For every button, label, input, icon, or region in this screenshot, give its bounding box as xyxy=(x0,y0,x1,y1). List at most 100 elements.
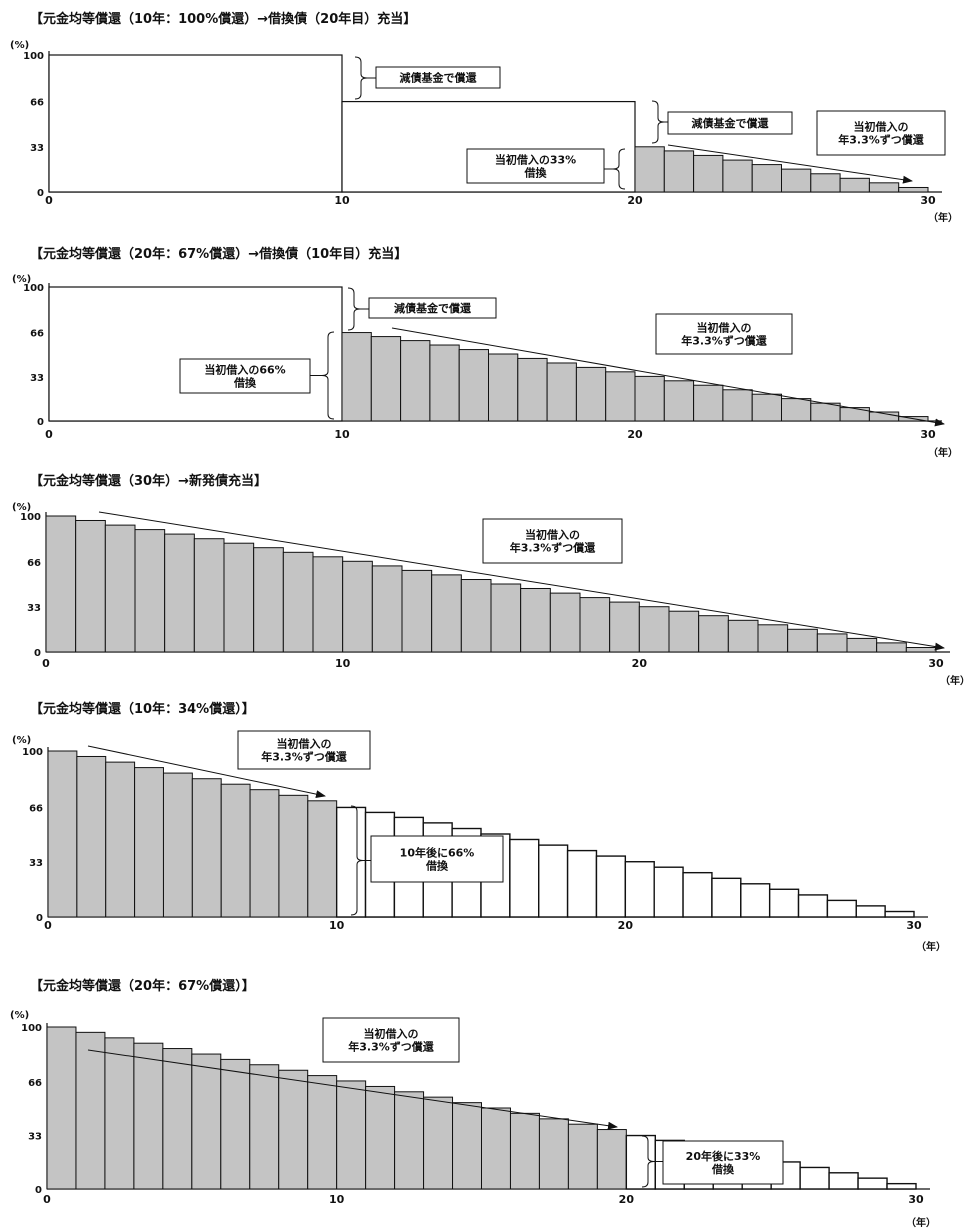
y-unit-label: (%) xyxy=(10,40,29,51)
bar-white xyxy=(509,838,540,918)
bar-gray xyxy=(638,606,670,653)
x-tick-label: 10 xyxy=(334,194,350,207)
bar-gray xyxy=(134,767,164,918)
trend-arrow xyxy=(87,745,326,799)
bar-white xyxy=(682,871,713,918)
bar-gray xyxy=(278,1069,309,1190)
bar-gray xyxy=(307,1075,338,1190)
annotation-text: 当初借入の33% xyxy=(495,153,576,167)
annotation-box xyxy=(655,313,793,355)
chart-title: 【元金均等償還（10年：34%償還）】 xyxy=(30,701,255,717)
bar-gray xyxy=(400,340,431,422)
bar-gray xyxy=(105,761,136,918)
x-unit-label: （年） xyxy=(906,1216,936,1229)
bar-gray xyxy=(727,619,759,653)
annotation-box xyxy=(370,835,504,883)
bar-gray xyxy=(312,556,344,653)
annotation-box xyxy=(466,148,605,184)
trend-arrow xyxy=(87,1049,618,1130)
x-tick-label: 0 xyxy=(45,194,53,207)
annotation-text: 年3.3%ずつ償還 xyxy=(348,1040,435,1054)
bar-white xyxy=(797,894,829,918)
chart-panel-1: 【元金均等償還（10年：100%償還）→借換債（20年目）充当】 (%) （年）… xyxy=(10,11,958,224)
bar-gray xyxy=(839,177,870,193)
y-tick-label: 0 xyxy=(37,417,44,428)
y-unit-label: (%) xyxy=(12,735,31,746)
brace xyxy=(347,287,361,331)
x-tick-label: 30 xyxy=(906,919,922,932)
bar-gray xyxy=(162,772,193,918)
bar-gray xyxy=(164,533,195,653)
chart-title: 【元金均等償還（20年：67%償還）→借換債（10年目）充当】 xyxy=(30,246,407,262)
bar-white xyxy=(828,1172,859,1190)
trend-arrow xyxy=(391,327,945,427)
y-tick-label: 0 xyxy=(35,1185,42,1196)
bar-white xyxy=(884,910,915,918)
annotation-text: 20年後に33% xyxy=(686,1149,761,1163)
chart-title: 【元金均等償還（30年）→新発債充当】 xyxy=(30,473,267,489)
annotation-text: 借換 xyxy=(425,859,449,873)
x-unit-label: （年） xyxy=(928,446,958,459)
bar-gray xyxy=(134,529,166,653)
bar-gray xyxy=(104,524,136,653)
x-unit-label: （年） xyxy=(940,674,970,687)
bar-gray xyxy=(307,800,338,918)
bar-gray xyxy=(781,168,812,193)
bar-gray xyxy=(46,1026,77,1190)
chart-panel-3: 【元金均等償還（30年）→新発債充当】 (%) （年） 0 33 66 100 0 10 2… xyxy=(12,473,970,687)
bar-gray xyxy=(575,366,607,422)
bar-gray xyxy=(898,186,929,193)
bar-gray xyxy=(429,344,460,422)
y-tick-label: 66 xyxy=(28,1078,42,1089)
bar-gray xyxy=(133,1042,164,1190)
bar-gray xyxy=(693,384,724,422)
bar-gray xyxy=(371,565,403,653)
bar-gray xyxy=(249,789,280,918)
bar-gray xyxy=(605,371,636,422)
chart-title: 【元金均等償還（20年：67%償還）】 xyxy=(30,978,255,994)
bar-gray xyxy=(282,551,314,653)
x-tick-label: 10 xyxy=(334,428,350,441)
bar-white xyxy=(711,877,742,918)
x-tick-label: 10 xyxy=(335,657,351,670)
bar-gray xyxy=(370,336,402,422)
bar-gray xyxy=(452,1102,482,1190)
annotation-text: 借換 xyxy=(233,376,257,390)
sinking-fund-block xyxy=(48,54,343,193)
x-unit-label: （年） xyxy=(916,940,946,953)
x-tick-label: 20 xyxy=(627,194,643,207)
annotation-text: 年3.3%ずつ償還 xyxy=(510,541,597,555)
y-unit-label: (%) xyxy=(10,1010,29,1021)
bar-gray xyxy=(341,332,372,422)
annotation-text: 当初借入の xyxy=(277,737,332,751)
bar-gray xyxy=(520,587,551,653)
annotation-text: 年3.3%ずつ償還 xyxy=(838,133,925,147)
annotation-text: 当初借入の xyxy=(854,120,909,134)
y-tick-label: 66 xyxy=(30,329,44,340)
bar-gray xyxy=(751,164,783,193)
bar-gray xyxy=(668,610,700,653)
bar-white xyxy=(538,844,569,918)
bar-gray xyxy=(253,547,284,653)
bar-gray xyxy=(663,380,695,422)
annotation-box xyxy=(662,1140,784,1185)
bar-gray xyxy=(220,1058,251,1190)
bar-gray xyxy=(431,574,462,653)
y-tick-label: 100 xyxy=(20,512,41,523)
sinking-fund-block xyxy=(48,286,343,422)
bar-gray xyxy=(45,515,77,653)
y-unit-label: (%) xyxy=(12,502,31,513)
bar-gray xyxy=(579,597,611,653)
bar-gray xyxy=(781,398,812,422)
annotation-box xyxy=(368,297,497,319)
y-tick-label: 0 xyxy=(36,913,43,924)
bar-gray xyxy=(394,1091,425,1190)
x-tick-label: 30 xyxy=(908,1193,924,1206)
chart-panel-4: 【元金均等償還（10年：34%償還）】 (%) （年） 0 33 66 100 0 10 2… xyxy=(12,701,946,953)
x-tick-label: 30 xyxy=(920,194,936,207)
bar-gray xyxy=(191,1053,222,1190)
y-unit-label: (%) xyxy=(12,274,31,285)
x-tick-label: 20 xyxy=(618,919,634,932)
